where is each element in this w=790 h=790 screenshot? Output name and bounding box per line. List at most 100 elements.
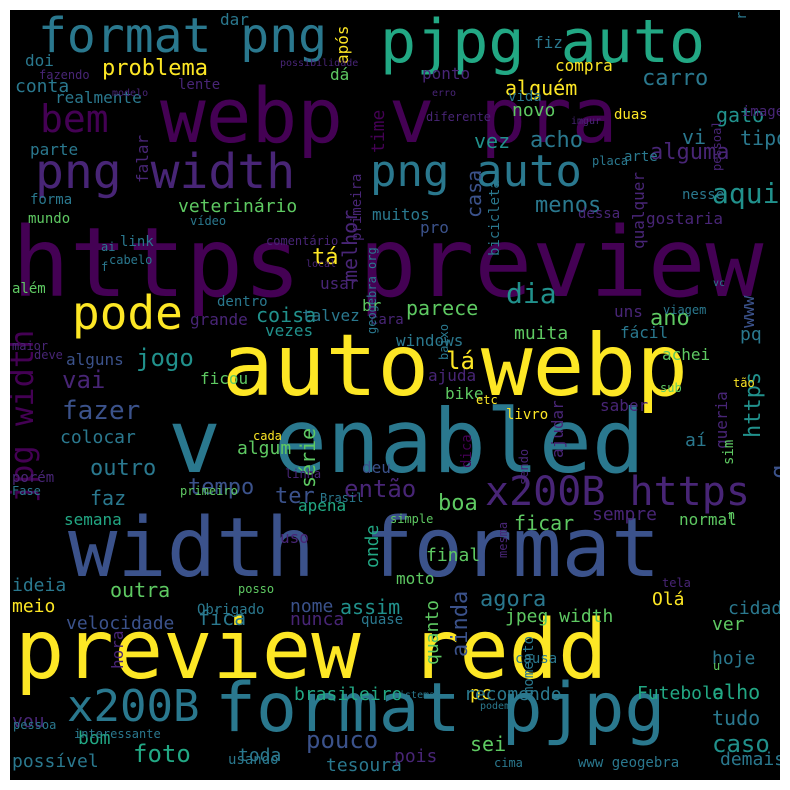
word-98: ajudar xyxy=(548,400,567,458)
word-32: faz xyxy=(90,486,127,510)
word-27: outro xyxy=(90,456,157,481)
word-161: além xyxy=(12,281,46,297)
word-88: pois xyxy=(394,746,438,767)
word-90: recomendo xyxy=(464,684,562,705)
word-41: gato xyxy=(716,103,765,127)
word-140: erro xyxy=(432,88,457,99)
word-114: bike xyxy=(445,384,484,403)
word-187: tela xyxy=(662,576,691,590)
word-17: veterinário xyxy=(178,196,298,217)
word-169: tão xyxy=(733,376,755,390)
word-82: demais xyxy=(720,749,780,770)
word-143: arte xyxy=(624,149,658,165)
word-162: dentro xyxy=(217,294,268,310)
word-21: jogo xyxy=(136,344,194,372)
word-107: talvez xyxy=(302,306,360,325)
word-141: diferente xyxy=(426,110,492,124)
word-74: Olá xyxy=(652,589,685,610)
word-84: bom xyxy=(78,728,111,749)
word-189: sistema xyxy=(393,690,436,701)
word-71: velocidade xyxy=(66,613,175,634)
word-69: nunca xyxy=(290,609,345,630)
word-45: time xyxy=(368,109,389,153)
word-93: quanto xyxy=(422,599,443,665)
word-25: então xyxy=(344,475,417,503)
word-155: dessa xyxy=(578,206,621,222)
word-60: ficar xyxy=(514,511,575,535)
word-6: format pjpg xyxy=(215,669,666,748)
word-157: cabelo xyxy=(109,253,153,267)
word-180: simple xyxy=(390,512,434,526)
word-62: final xyxy=(426,545,481,566)
word-160: geogebra org xyxy=(365,247,379,334)
word-3: v enabled xyxy=(168,390,645,493)
word-19: dia xyxy=(506,277,557,310)
word-174: linha xyxy=(285,467,322,481)
word-67: assim xyxy=(340,595,401,619)
word-42: casa xyxy=(462,169,486,218)
word-89: pc xyxy=(470,683,492,704)
word-104: ficou xyxy=(200,369,249,388)
word-70: meio xyxy=(12,596,56,617)
word-131: vida xyxy=(508,89,542,105)
word-0: https preview xyxy=(12,207,764,319)
word-108: grande xyxy=(190,310,248,329)
word-123: parte xyxy=(30,140,79,159)
word-37: carro xyxy=(642,66,709,91)
word-151: mundo xyxy=(28,211,71,227)
word-130: compra xyxy=(555,56,613,75)
word-136: fazendo xyxy=(39,68,90,82)
word-59: q xyxy=(765,465,780,479)
word-80: tudo xyxy=(712,706,761,730)
word-75: jpeg width xyxy=(505,606,614,627)
word-154: comentário xyxy=(266,234,339,248)
word-35: ainda xyxy=(448,590,473,657)
word-cloud: https preview width format preview redd v e… xyxy=(10,10,780,780)
word-124: doi xyxy=(25,51,54,70)
word-68: nome xyxy=(290,596,334,617)
word-109: usar xyxy=(320,274,359,293)
word-46: tipo xyxy=(740,126,780,150)
word-119: muitos xyxy=(372,205,430,224)
word-54: uns xyxy=(614,302,643,321)
word-165: maior xyxy=(12,339,49,353)
word-63: onde xyxy=(362,524,383,568)
word-22: foto xyxy=(133,740,191,768)
word-18: aqui xyxy=(712,177,780,210)
word-52: muita xyxy=(514,323,569,344)
word-39: acho xyxy=(530,128,583,153)
word-56: www xyxy=(738,295,759,328)
word-73: ideia xyxy=(12,575,67,596)
word-196: cima xyxy=(494,756,523,770)
word-38: alguma xyxy=(650,140,730,165)
word-51: coisa xyxy=(256,303,317,327)
word-153: vídeo xyxy=(190,214,227,228)
word-106: vezes xyxy=(265,321,314,340)
word-29: tá xyxy=(312,245,339,270)
word-92: Futebola xyxy=(637,683,724,704)
word-118: pro xyxy=(420,218,449,237)
word-94: hora xyxy=(108,630,127,669)
word-152: link xyxy=(120,234,154,250)
word-61: sempre xyxy=(592,504,658,525)
word-112: windows xyxy=(396,331,464,350)
word-97: algum xyxy=(237,438,292,459)
word-76: ver xyxy=(712,614,745,635)
word-138: lente xyxy=(178,77,221,93)
word-79: olho xyxy=(712,680,761,704)
word-66: fica xyxy=(198,606,247,630)
word-115: apena xyxy=(298,496,347,515)
word-121: qualquer xyxy=(629,171,648,249)
word-9: png auto xyxy=(370,146,582,197)
word-77: cidade xyxy=(728,598,780,619)
word-167: baixo xyxy=(437,323,451,360)
word-168: etc xyxy=(476,393,498,407)
word-182: mesma xyxy=(496,521,510,558)
word-175: dica xyxy=(459,434,475,468)
word-145: pessoal xyxy=(710,120,724,171)
word-13: bem xyxy=(40,97,109,141)
word-85: possível xyxy=(12,751,99,772)
word-1: width format xyxy=(68,501,661,596)
word-24: pouco xyxy=(306,726,379,754)
word-188: causa xyxy=(515,651,558,667)
